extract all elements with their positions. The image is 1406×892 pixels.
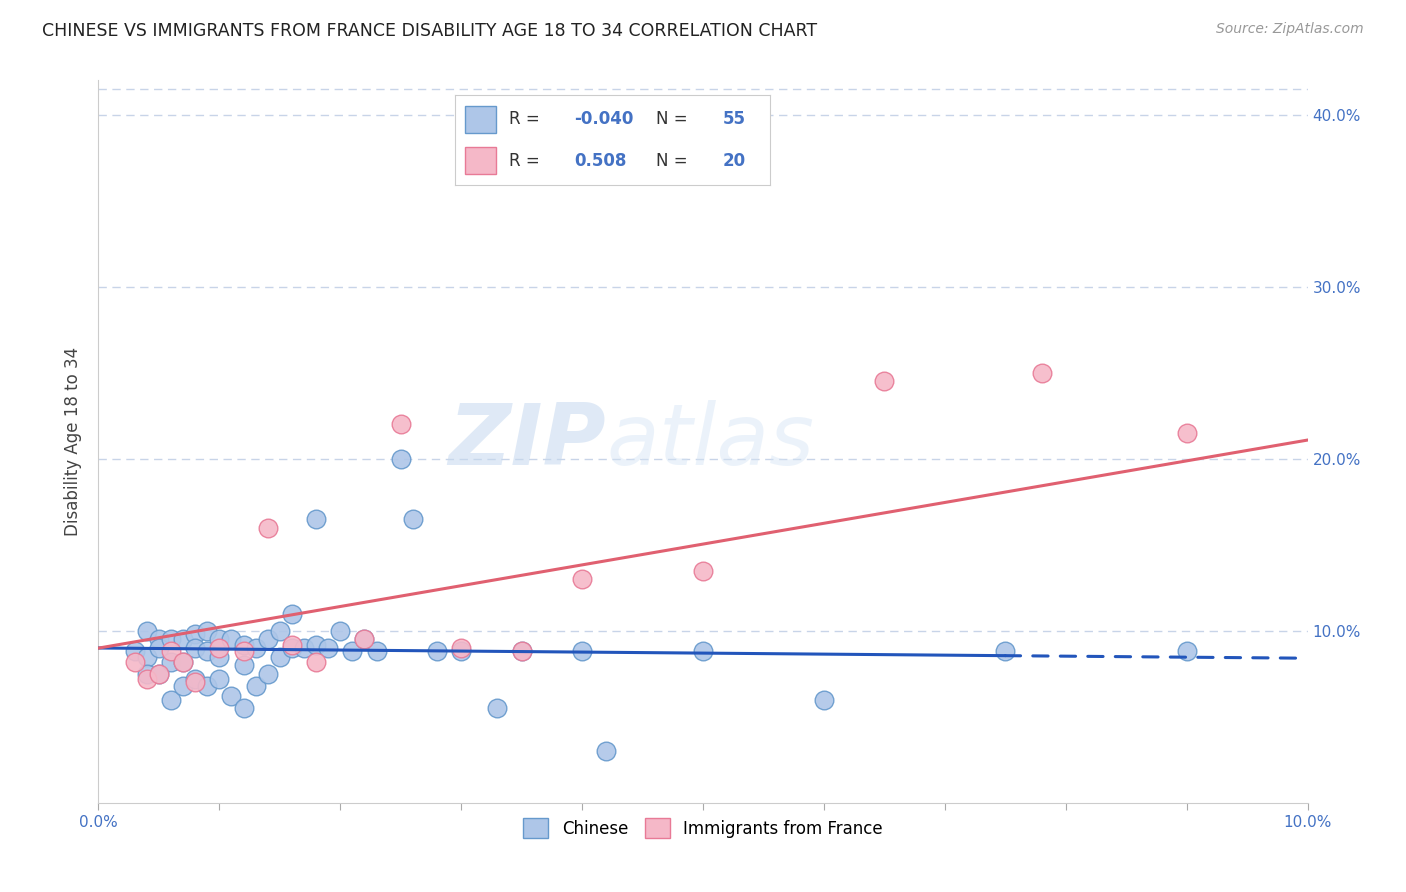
Point	[135, 649, 157, 664]
Point	[135, 672, 157, 686]
Point	[184, 640, 207, 655]
Point	[873, 375, 896, 389]
Point	[269, 624, 291, 638]
Point	[245, 640, 267, 655]
Point	[172, 679, 194, 693]
Point	[148, 632, 170, 647]
Point	[245, 679, 267, 693]
Point	[402, 512, 425, 526]
Point	[1175, 644, 1198, 658]
Point	[281, 638, 304, 652]
Point	[148, 666, 170, 681]
Point	[208, 640, 231, 655]
Point	[208, 632, 231, 647]
Point	[426, 644, 449, 658]
Point	[232, 701, 254, 715]
Point	[994, 644, 1017, 658]
Point	[208, 649, 231, 664]
Point	[172, 632, 194, 647]
Text: Source: ZipAtlas.com: Source: ZipAtlas.com	[1216, 22, 1364, 37]
Point	[160, 692, 183, 706]
Point	[281, 640, 304, 655]
Point	[692, 564, 714, 578]
Point	[305, 512, 328, 526]
Legend: Chinese, Immigrants from France: Chinese, Immigrants from France	[516, 812, 890, 845]
Point	[353, 632, 375, 647]
Point	[389, 451, 412, 466]
Point	[184, 672, 207, 686]
Point	[353, 632, 375, 647]
Point	[184, 675, 207, 690]
Point	[208, 672, 231, 686]
Point	[160, 655, 183, 669]
Point	[342, 644, 364, 658]
Point	[195, 679, 218, 693]
Point	[692, 644, 714, 658]
Point	[172, 655, 194, 669]
Point	[813, 692, 835, 706]
Point	[510, 644, 533, 658]
Point	[160, 644, 183, 658]
Text: ZIP: ZIP	[449, 400, 606, 483]
Point	[256, 666, 278, 681]
Point	[232, 638, 254, 652]
Point	[195, 624, 218, 638]
Point	[195, 644, 218, 658]
Point	[571, 572, 593, 586]
Point	[595, 744, 617, 758]
Point	[1031, 366, 1053, 380]
Point	[329, 624, 352, 638]
Point	[486, 701, 509, 715]
Point	[172, 655, 194, 669]
Point	[510, 644, 533, 658]
Point	[148, 640, 170, 655]
Point	[305, 655, 328, 669]
Text: atlas: atlas	[606, 400, 814, 483]
Point	[450, 640, 472, 655]
Point	[135, 624, 157, 638]
Point	[184, 627, 207, 641]
Point	[135, 666, 157, 681]
Point	[148, 666, 170, 681]
Y-axis label: Disability Age 18 to 34: Disability Age 18 to 34	[65, 347, 83, 536]
Point	[571, 644, 593, 658]
Point	[316, 640, 339, 655]
Point	[160, 632, 183, 647]
Point	[305, 638, 328, 652]
Point	[124, 655, 146, 669]
Point	[232, 658, 254, 673]
Text: CHINESE VS IMMIGRANTS FROM FRANCE DISABILITY AGE 18 TO 34 CORRELATION CHART: CHINESE VS IMMIGRANTS FROM FRANCE DISABI…	[42, 22, 817, 40]
Point	[450, 644, 472, 658]
Point	[269, 649, 291, 664]
Point	[1175, 425, 1198, 440]
Point	[256, 632, 278, 647]
Point	[366, 644, 388, 658]
Point	[124, 644, 146, 658]
Point	[256, 520, 278, 534]
Point	[389, 417, 412, 432]
Point	[221, 632, 243, 647]
Point	[232, 644, 254, 658]
Point	[292, 640, 315, 655]
Point	[221, 689, 243, 703]
Point	[281, 607, 304, 621]
